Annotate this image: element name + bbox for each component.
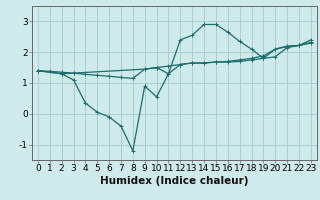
X-axis label: Humidex (Indice chaleur): Humidex (Indice chaleur) [100, 176, 249, 186]
